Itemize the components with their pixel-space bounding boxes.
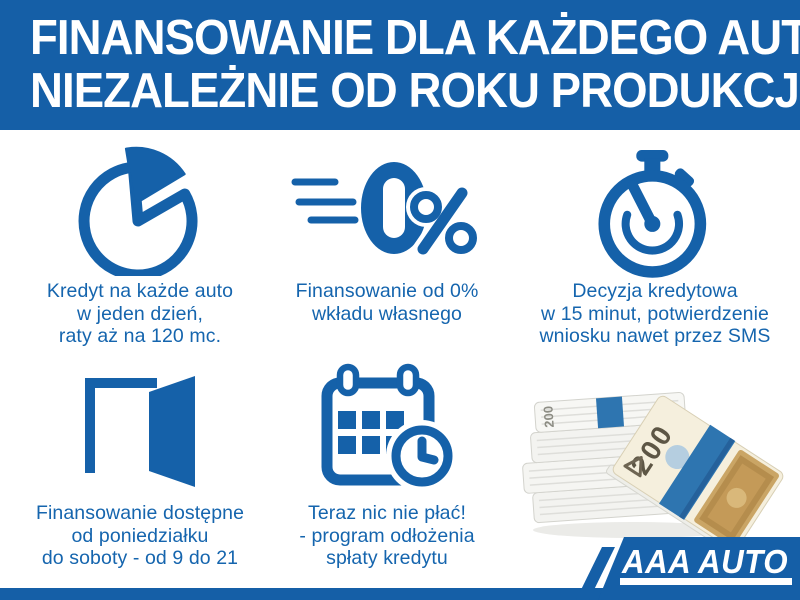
caption-line: spłaty kredytu — [326, 547, 448, 569]
banknote-value-side: 200 — [540, 405, 556, 428]
banner-title-line1: FINANSOWANIE DLA KAŻDEGO AUTA — [30, 11, 800, 65]
banner-title-line2: NIEZALEŻNIE OD ROKU PRODUKCJI — [30, 64, 800, 118]
feature-opening-hours-caption: Finansowanie dostępne od poniedziałku do… — [8, 502, 272, 570]
feature-opening-hours: Finansowanie dostępne od poniedziałku do… — [8, 356, 272, 570]
money-stacks-image: 200 200 — [522, 392, 784, 542]
caption-line: - program odłożenia — [299, 524, 475, 547]
calendar-clock-icon — [321, 363, 455, 492]
pie-chart-icon — [78, 146, 198, 276]
zero-percent-icon-box — [272, 142, 502, 280]
logo-slash — [576, 547, 615, 600]
stopwatch-icon-box — [515, 142, 795, 280]
feature-decision: Decyzja kredytowa w 15 minut, potwierdze… — [515, 142, 795, 348]
feature-zero-percent: Finansowanie od 0% wkładu własnego — [272, 142, 502, 325]
feature-deferred-payment-caption: Teraz nic nie płać! - program odłożenia … — [272, 502, 502, 570]
caption-line: wniosku nawet przez SMS — [539, 325, 771, 347]
banner: FINANSOWANIE DLA KAŻDEGO AUTA NIEZALEŻNI… — [0, 0, 800, 130]
caption-line: Decyzja kredytowa — [572, 280, 738, 302]
open-door-icon-box — [8, 356, 272, 502]
aaa-auto-logo: AAA AUTO — [0, 537, 800, 600]
open-door-icon — [85, 376, 195, 487]
caption-line: od poniedziałku — [71, 524, 209, 547]
calendar-clock-icon-box — [272, 356, 502, 502]
caption-line: Finansowanie od 0% — [295, 280, 479, 302]
caption-line: wkładu własnego — [311, 302, 462, 325]
zero-percent-icon — [291, 162, 481, 259]
feature-decision-caption: Decyzja kredytowa w 15 minut, potwierdze… — [515, 280, 795, 348]
logo-underline — [620, 578, 792, 585]
caption-line: w 15 minut, potwierdzenie — [541, 302, 769, 325]
caption-line: raty aż na 120 mc. — [58, 325, 222, 347]
caption-line: do soboty - od 9 do 21 — [41, 547, 239, 569]
feature-zero-percent-caption: Finansowanie od 0% wkładu własnego — [272, 280, 502, 325]
caption-line: w jeden dzień, — [76, 302, 204, 325]
feature-credit: Kredyt na każde auto w jeden dzień, raty… — [8, 142, 272, 348]
caption-line: Teraz nic nie płać! — [308, 502, 466, 524]
stopwatch-icon — [598, 150, 707, 278]
logo-text: AAA AUTO — [621, 543, 788, 580]
feature-deferred-payment: Teraz nic nie płać! - program odłożenia … — [272, 356, 502, 570]
pie-chart-icon-box — [8, 142, 272, 280]
caption-line: Kredyt na każde auto — [46, 280, 234, 302]
feature-credit-caption: Kredyt na każde auto w jeden dzień, raty… — [8, 280, 272, 348]
caption-line: Finansowanie dostępne — [35, 502, 245, 524]
